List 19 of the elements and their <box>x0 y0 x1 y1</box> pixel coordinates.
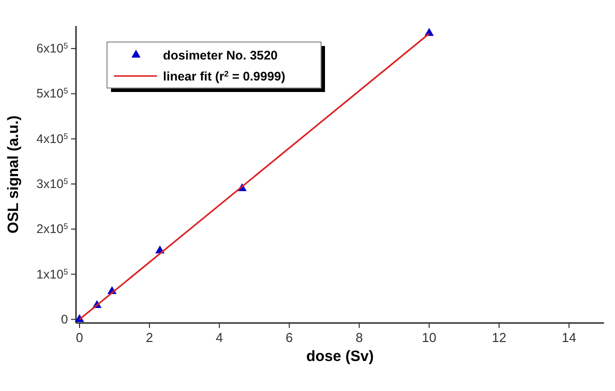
y-tick-label: 2x10$^{5}$ <box>36 222 68 236</box>
y-axis-title: OSL signal (a.u.) <box>5 115 22 234</box>
y-tick-label: 3x10$^{5}$ <box>36 176 68 191</box>
y-tick-label: 4x10$^{5}$ <box>36 131 68 146</box>
x-tick-label: 8 <box>356 330 363 345</box>
y-tick-label: 6x10$^{5}$ <box>36 41 68 56</box>
x-tick-label: 4 <box>216 330 223 345</box>
x-tick-label: 14 <box>562 330 576 345</box>
y-tick-label: 1x10$^{5}$ <box>36 266 68 282</box>
x-axis-title: dose (Sv) <box>306 348 374 365</box>
x-tick-label: 10 <box>422 330 436 345</box>
legend-label: dosimeter No. 3520 <box>163 48 278 62</box>
legend-label: linear fit (r$^{2}$ = 0.9999) <box>163 69 286 84</box>
x-tick-label: 2 <box>146 330 154 345</box>
y-tick-label: 5x10$^{5}$ <box>36 86 68 101</box>
x-tick-label: 12 <box>492 330 506 345</box>
x-tick-label: 6 <box>286 330 293 345</box>
y-tick-label: 0 <box>61 312 68 326</box>
x-tick-label: 0 <box>76 330 84 345</box>
